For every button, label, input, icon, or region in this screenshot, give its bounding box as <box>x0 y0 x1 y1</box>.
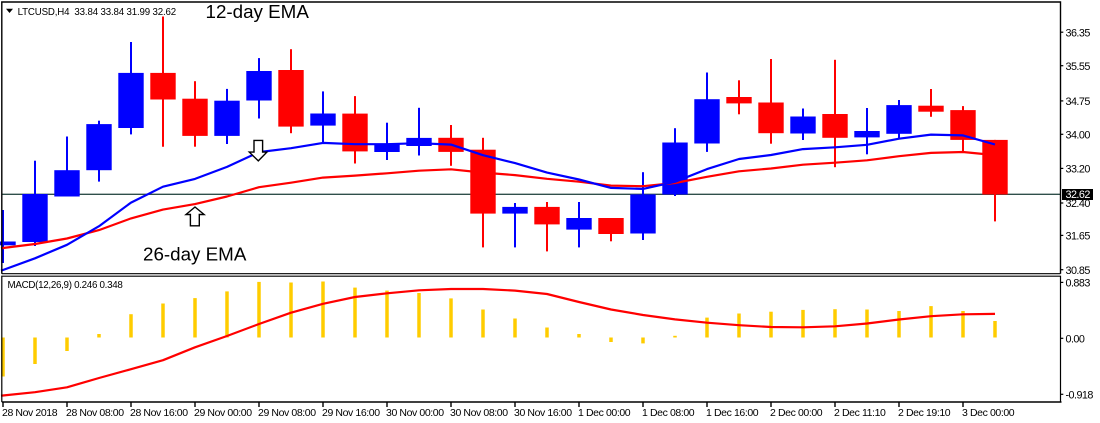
svg-text:34.75: 34.75 <box>1066 96 1091 108</box>
svg-text:2 Dec 11:10: 2 Dec 11:10 <box>834 407 886 419</box>
svg-text:29 Nov 16:00: 29 Nov 16:00 <box>322 407 380 419</box>
svg-text:1 Dec 00:00: 1 Dec 00:00 <box>578 407 631 419</box>
svg-text:36.35: 36.35 <box>1066 27 1091 39</box>
svg-text:28 Nov 2018: 28 Nov 2018 <box>2 407 58 419</box>
svg-text:0.883: 0.883 <box>1066 278 1091 290</box>
svg-text:29 Nov 08:00: 29 Nov 08:00 <box>258 407 316 419</box>
svg-text:MACD(12,26,9) 0.246 0.348: MACD(12,26,9) 0.246 0.348 <box>8 280 124 291</box>
svg-text:35.55: 35.55 <box>1066 61 1091 73</box>
svg-text:0.00: 0.00 <box>1066 333 1085 345</box>
svg-text:32.62: 32.62 <box>1066 189 1091 201</box>
svg-text:1 Dec 08:00: 1 Dec 08:00 <box>642 407 695 419</box>
svg-text:34.00: 34.00 <box>1066 129 1091 141</box>
svg-text:30.85: 30.85 <box>1066 265 1091 277</box>
svg-text:29 Nov 00:00: 29 Nov 00:00 <box>194 407 252 419</box>
svg-text:LTCUSD,H4 33.84 33.84 31.99 3: LTCUSD,H4 33.84 33.84 31.99 32.62 <box>18 7 176 18</box>
svg-text:30 Nov 00:00: 30 Nov 00:00 <box>386 407 444 419</box>
svg-text:2 Dec 19:10: 2 Dec 19:10 <box>898 407 951 419</box>
svg-text:30 Nov 08:00: 30 Nov 08:00 <box>450 407 508 419</box>
svg-text:3 Dec 00:00: 3 Dec 00:00 <box>962 407 1015 419</box>
svg-text:28 Nov 16:00: 28 Nov 16:00 <box>130 407 188 419</box>
svg-text:-0.918: -0.918 <box>1066 389 1094 401</box>
svg-text:32.40: 32.40 <box>1066 198 1091 210</box>
svg-text:28 Nov 08:00: 28 Nov 08:00 <box>66 407 124 419</box>
svg-text:2 Dec 00:00: 2 Dec 00:00 <box>770 407 823 419</box>
svg-text:26-day EMA: 26-day EMA <box>143 244 247 265</box>
svg-text:30 Nov 16:00: 30 Nov 16:00 <box>514 407 572 419</box>
svg-text:1 Dec 16:00: 1 Dec 16:00 <box>706 407 759 419</box>
svg-text:12-day EMA: 12-day EMA <box>206 1 310 22</box>
svg-text:33.20: 33.20 <box>1066 164 1091 176</box>
svg-text:31.65: 31.65 <box>1066 231 1091 243</box>
